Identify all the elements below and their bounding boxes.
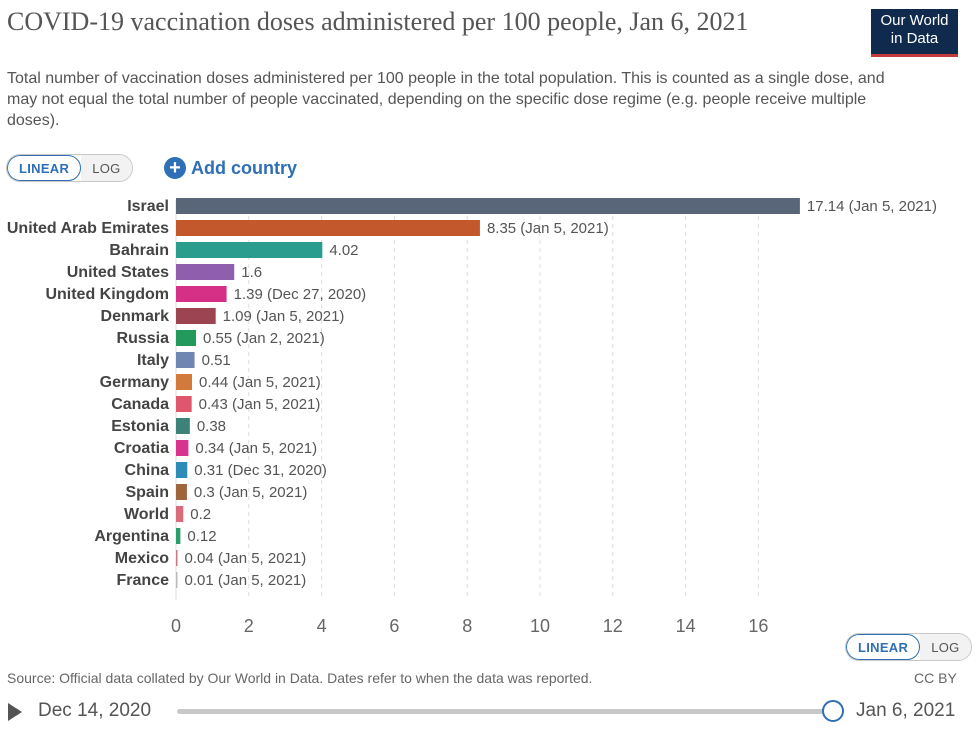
log-scale-button-bottom[interactable]: LOG — [920, 634, 971, 660]
data-label: 4.02 — [329, 242, 358, 259]
category-label: Croatia — [114, 440, 169, 457]
add-country-label: Add country — [191, 157, 297, 178]
category-label: Russia — [117, 330, 170, 347]
category-label: United States — [67, 264, 169, 281]
bar-mexico — [176, 550, 178, 566]
data-label: 0.44 (Jan 5, 2021) — [199, 374, 321, 391]
bar-chart: 0 2 4 6 8 10 12 14 16 Israel 17.14 (Jan 5, 2021) Un… — [7, 198, 937, 636]
category-label: World — [124, 506, 169, 523]
category-label: Mexico — [115, 550, 169, 567]
plus-circle-icon: + — [164, 157, 186, 179]
data-label: 1.6 — [241, 264, 262, 281]
license-link[interactable]: CC BY — [914, 670, 957, 686]
bar-united-arab-emirates — [176, 220, 480, 236]
bar-germany — [176, 374, 193, 390]
category-label: United Kingdom — [45, 286, 169, 303]
timeline-handle[interactable] — [822, 700, 844, 722]
x-tick-label: 8 — [462, 616, 472, 636]
data-label: 0.3 (Jan 5, 2021) — [194, 484, 307, 501]
data-label: 1.39 (Dec 27, 2020) — [234, 286, 367, 303]
bar-croatia — [176, 440, 189, 456]
bar-united-states — [176, 264, 235, 280]
bar-russia — [176, 330, 197, 346]
scale-toggle-bottom: LINEAR LOG — [845, 633, 972, 661]
bar-united-kingdom — [176, 286, 227, 302]
timeline-start-date: Dec 14, 2020 — [38, 700, 152, 721]
timeline: Dec 14, 2020 Jan 6, 2021 — [0, 697, 977, 727]
bar-denmark — [176, 308, 216, 324]
source-note: Source: Official data collated by Our Wo… — [7, 670, 593, 686]
data-label: 0.51 — [202, 352, 231, 369]
scale-toggle-top: LINEAR LOG — [6, 154, 133, 182]
category-label: Estonia — [111, 418, 169, 435]
bar-estonia — [176, 418, 190, 434]
log-scale-button[interactable]: LOG — [81, 155, 132, 181]
owid-logo[interactable]: Our World in Data — [871, 9, 958, 57]
category-label: United Arab Emirates — [7, 220, 169, 237]
bar-world — [176, 506, 184, 522]
data-label: 0.31 (Dec 31, 2020) — [194, 462, 327, 479]
category-label: Spain — [125, 484, 169, 501]
x-tick-label: 0 — [171, 616, 181, 636]
x-tick-label: 4 — [317, 616, 327, 636]
data-label: 1.09 (Jan 5, 2021) — [223, 308, 345, 325]
data-label: 0.2 — [190, 506, 211, 523]
category-label: France — [117, 572, 170, 589]
data-label: 17.14 (Jan 5, 2021) — [807, 198, 937, 215]
data-label: 0.43 (Jan 5, 2021) — [199, 396, 321, 413]
x-tick-label: 14 — [676, 616, 696, 636]
data-label: 0.01 (Jan 5, 2021) — [185, 572, 307, 589]
bar-argentina — [176, 528, 181, 544]
bar-bahrain — [176, 242, 323, 258]
data-label: 0.55 (Jan 2, 2021) — [203, 330, 325, 347]
logo-line-1: Our World — [880, 12, 949, 29]
bar-china — [176, 462, 188, 478]
bar-italy — [176, 352, 195, 368]
x-tick-label: 6 — [389, 616, 399, 636]
category-label: Denmark — [101, 308, 170, 325]
linear-scale-button-bottom[interactable]: LINEAR — [846, 634, 921, 660]
play-icon[interactable] — [8, 703, 22, 721]
data-label: 0.04 (Jan 5, 2021) — [185, 550, 307, 567]
bar-israel — [176, 198, 800, 214]
add-country-button[interactable]: + Add country — [164, 155, 297, 181]
category-label: Canada — [111, 396, 169, 413]
data-label: 0.12 — [187, 528, 216, 545]
bar-france — [176, 572, 178, 588]
x-tick-label: 2 — [244, 616, 254, 636]
x-tick-label: 10 — [530, 616, 550, 636]
category-label: Italy — [137, 352, 169, 369]
category-label: Israel — [127, 198, 169, 215]
data-label: 0.34 (Jan 5, 2021) — [195, 440, 317, 457]
linear-scale-button[interactable]: LINEAR — [7, 155, 82, 181]
bar-spain — [176, 484, 187, 500]
category-label: Bahrain — [109, 242, 169, 259]
category-label: Argentina — [94, 528, 169, 545]
category-label: Germany — [100, 374, 169, 391]
x-tick-label: 12 — [603, 616, 623, 636]
category-label: China — [125, 462, 170, 479]
chart-title: COVID-19 vaccination doses administered … — [7, 7, 749, 36]
timeline-track[interactable] — [177, 709, 833, 714]
data-label: 8.35 (Jan 5, 2021) — [487, 220, 609, 237]
bar-canada — [176, 396, 192, 412]
chart-subtitle: Total number of vaccination doses admini… — [7, 70, 885, 129]
x-tick-label: 16 — [748, 616, 768, 636]
data-label: 0.38 — [197, 418, 226, 435]
logo-line-2: in Data — [890, 30, 939, 47]
timeline-end-date: Jan 6, 2021 — [856, 700, 956, 721]
